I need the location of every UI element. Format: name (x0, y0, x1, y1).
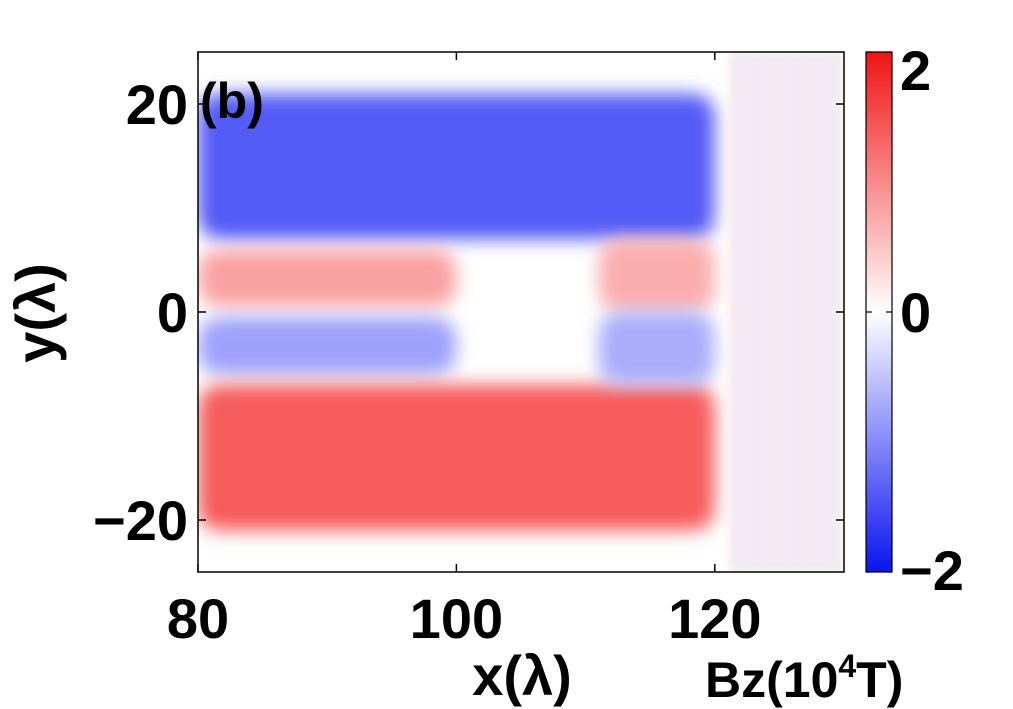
colorbar-tick-labels: 2 0 −2 (900, 39, 964, 602)
colorbar-label-main: Bz(10 (705, 652, 838, 708)
colorbar-tick-label: 2 (900, 39, 931, 102)
heatmap-region-right-red-patch (598, 239, 715, 312)
x-tick-marks (197, 52, 716, 572)
heatmap-region-upper-red-stripe (198, 249, 457, 307)
x-tick-label: 80 (167, 587, 229, 650)
y-tick-label: −20 (93, 489, 188, 552)
colorbar-label-end: T) (856, 652, 903, 708)
y-tick-label: 0 (157, 281, 188, 344)
x-tick-label: 100 (410, 587, 503, 650)
heatmap-region-upper-blue-lobe (198, 93, 715, 240)
heatmap-region-lower-red-lobe (198, 384, 715, 531)
heatmap-region-oscillating-wake (727, 52, 844, 572)
heatmap-region-lower-blue-stripe (198, 317, 457, 375)
panel-label: (b) (200, 73, 264, 129)
y-tick-label: 20 (126, 73, 188, 136)
heatmap-region-right-blue-patch (598, 312, 715, 385)
colorbar-label: Bz(104T) (705, 648, 903, 708)
x-tick-labels: 80 100 120 (167, 587, 762, 650)
colorbar: 2 0 −2 Bz(104T) (705, 39, 964, 708)
heatmap-regions (198, 52, 844, 572)
y-tick-marks (198, 103, 844, 521)
colorbar-tick-label: 0 (900, 281, 931, 344)
y-tick-labels: 20 0 −20 (93, 73, 188, 552)
x-tick-label: 120 (668, 587, 761, 650)
x-axis-title: x(λ) (472, 644, 572, 707)
colorbar-tick-label: −2 (900, 539, 964, 602)
y-axis-title: y(λ) (4, 263, 67, 363)
colorbar-label-sup: 4 (838, 648, 856, 684)
heatmap-plot (197, 51, 845, 573)
colorbar-tick-marks (866, 51, 892, 573)
